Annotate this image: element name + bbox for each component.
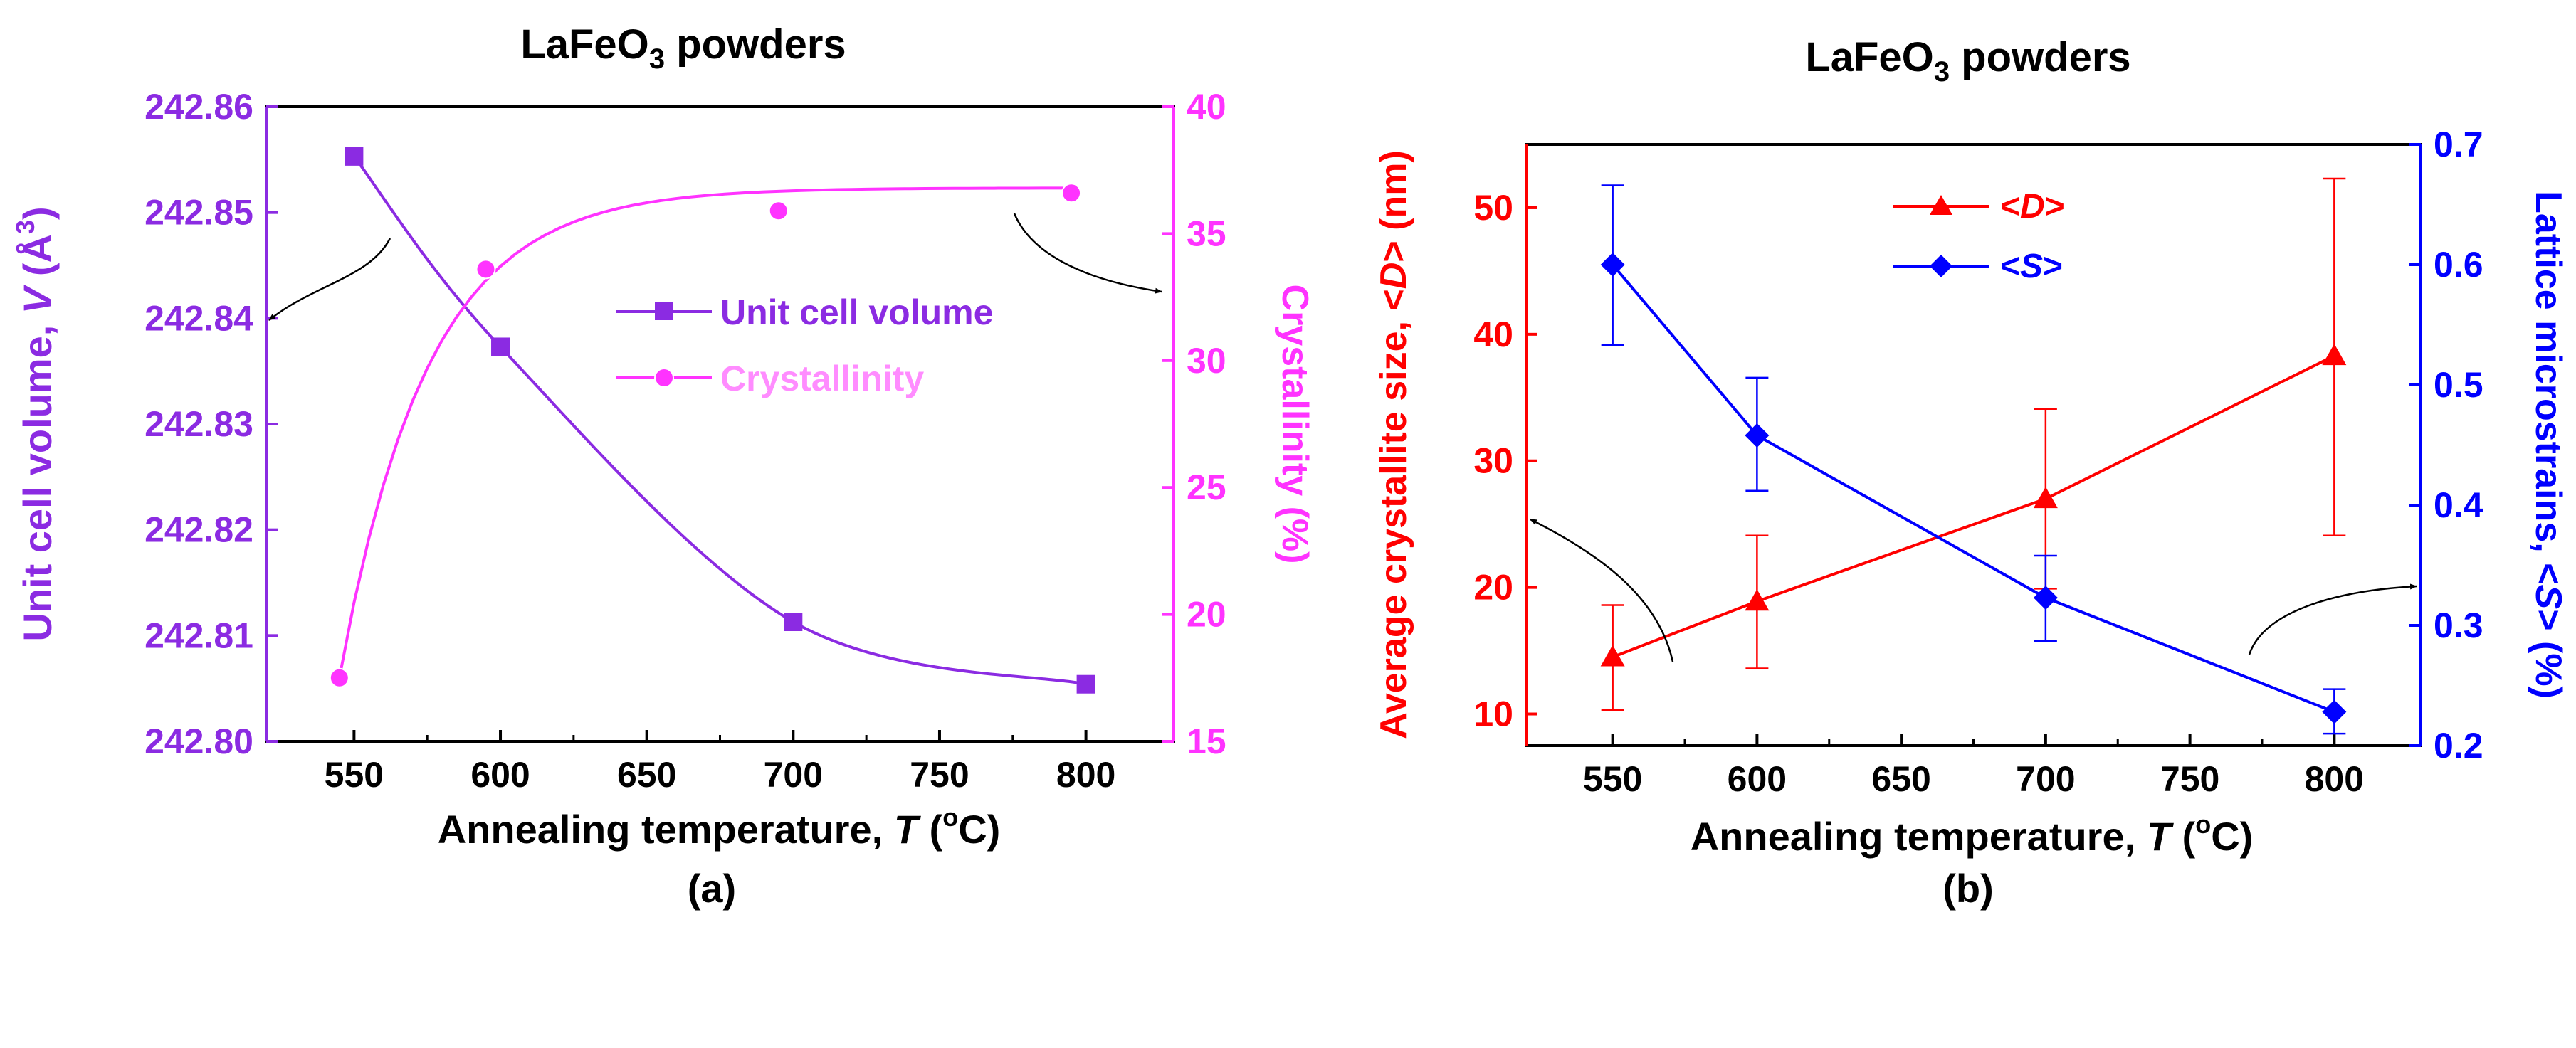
data-point-microstrain — [2033, 586, 2058, 610]
x-tick-label: 700 — [2016, 759, 2075, 799]
chart-b-y-axis-right-label: Lattice microstrains, <S> (%) — [2528, 191, 2569, 699]
y-left-tick-label: 10 — [1473, 694, 1513, 734]
chart-b-y-axis-right: 0.2 0.3 0.4 0.5 0.6 0.7 — [2409, 125, 2483, 766]
y-right-tick-label: 35 — [1187, 213, 1226, 253]
arrow-to-left-axis-a — [268, 238, 391, 321]
chart-b-y-axis-left: 10 20 30 40 50 — [1473, 144, 1537, 746]
x-tick-label: 650 — [1871, 759, 1930, 799]
y-right-tick-label: 15 — [1187, 721, 1226, 761]
chart-a-y-axis-left: 242.80 242.81 242.82 242.83 242.84 242.85 242.… — [144, 87, 278, 761]
y-right-tick-label: 30 — [1187, 341, 1226, 381]
y-left-tick-label: 242.86 — [144, 87, 253, 127]
arrow-to-left-axis-b — [1530, 518, 1674, 662]
x-tick-label: 600 — [470, 755, 530, 795]
data-point-crystallite-size — [2322, 344, 2347, 366]
data-point-crystallinity — [475, 259, 496, 280]
arrow-to-right-axis-b — [2248, 583, 2417, 655]
y-right-tick-label: 40 — [1187, 87, 1226, 127]
legend-label-size: <D> — [2000, 188, 2065, 226]
data-point-crystallite-size — [2033, 487, 2058, 509]
chart-b-x-axis-label: Annealing temperature, T (oC) — [1691, 810, 2254, 859]
y-left-tick-label: 30 — [1473, 441, 1513, 481]
chart-b-y-axis-left-label: Average crystallite size, <D> (nm) — [1373, 150, 1414, 739]
y-right-tick-label: 0.3 — [2434, 605, 2483, 645]
x-tick-label: 750 — [2160, 759, 2219, 799]
y-left-tick-label: 40 — [1473, 314, 1513, 354]
y-left-tick-label: 242.85 — [144, 193, 253, 233]
series-line-crystallinity — [337, 186, 1072, 679]
legend-marker-unit-cell-volume — [655, 302, 673, 320]
chart-b-legend: <D> <S> — [1893, 188, 2065, 285]
chart-b-plot-frame — [1525, 143, 2422, 747]
data-point-crystallite-size — [1745, 589, 1770, 611]
y-right-tick-label: 0.4 — [2434, 485, 2483, 525]
y-right-tick-label: 0.2 — [2434, 726, 2483, 766]
chart-a-y-axis-left-label: Unit cell volume, V (Å3) — [11, 206, 60, 641]
y-left-tick-label: 242.80 — [144, 721, 253, 761]
y-left-tick-label: 242.81 — [144, 615, 253, 655]
arrow-to-right-axis-a — [1013, 213, 1162, 294]
x-tick-label: 650 — [617, 755, 676, 795]
x-tick-label: 700 — [764, 755, 823, 795]
chart-b-x-axis: 550 600 650 700 750 800 — [1583, 734, 2364, 799]
data-point-unit-cell-volume — [1076, 674, 1095, 694]
data-point-unit-cell-volume — [491, 337, 510, 356]
data-point-unit-cell-volume — [345, 147, 364, 166]
data-point-crystallite-size — [1600, 645, 1625, 667]
data-point-crystallinity — [329, 667, 349, 688]
data-point-microstrain — [1600, 253, 1625, 277]
y-right-tick-label: 0.5 — [2434, 365, 2483, 405]
x-tick-label: 800 — [2305, 759, 2364, 799]
legend-label-unit-cell-volume: Unit cell volume — [720, 292, 993, 332]
legend-marker-crystallinity — [654, 368, 674, 388]
chart-a-panel-label: (a) — [688, 866, 736, 911]
legend-marker-strain — [1930, 255, 1952, 277]
data-point-crystallinity — [1061, 183, 1082, 203]
x-tick-label: 800 — [1056, 755, 1115, 795]
data-point-microstrain — [2322, 699, 2347, 724]
y-right-tick-label: 20 — [1187, 595, 1226, 635]
chart-a-title: LaFeO3 powders — [520, 21, 846, 75]
y-left-tick-label: 242.82 — [144, 510, 253, 550]
chart-a-legend: Unit cell volume Crystallinity — [616, 292, 993, 398]
chart-a-x-axis: 550 600 650 700 750 800 — [325, 730, 1115, 795]
chart-b-title: LaFeO3 powders — [1805, 34, 2130, 88]
chart-b-panel-label: (b) — [1942, 866, 1994, 911]
data-point-crystallinity — [768, 201, 789, 221]
chart-a-x-axis-label: Annealing temperature, T (oC) — [438, 803, 1001, 852]
x-tick-label: 750 — [910, 755, 969, 795]
legend-label-crystallinity: Crystallinity — [720, 359, 924, 398]
x-tick-label: 600 — [1728, 759, 1787, 799]
y-right-tick-label: 0.7 — [2434, 125, 2483, 164]
series-line-crystallite-size — [1612, 354, 2335, 659]
legend-label-strain: <S> — [2000, 248, 2063, 285]
y-left-tick-label: 242.84 — [144, 298, 253, 338]
series-line-microstrain — [1612, 263, 2335, 714]
series-line-unit-cell-volume — [352, 155, 1087, 686]
chart-a-y-axis-right: 15 20 25 30 35 40 — [1162, 87, 1226, 761]
y-right-tick-label: 0.6 — [2434, 245, 2483, 285]
data-point-microstrain — [1745, 423, 1770, 448]
x-tick-label: 550 — [325, 755, 384, 795]
y-left-tick-label: 20 — [1473, 568, 1513, 608]
chart-a-y-axis-right-label: Crystallinity (%) — [1274, 285, 1315, 564]
legend-marker-size — [1930, 195, 1952, 215]
data-point-unit-cell-volume — [784, 613, 803, 632]
y-left-tick-label: 50 — [1473, 188, 1513, 228]
y-right-tick-label: 25 — [1187, 467, 1226, 507]
y-left-tick-label: 242.83 — [144, 404, 253, 444]
chart-a: LaFeO3 powders 550 600 650 700 750 800 242.80… — [11, 21, 1315, 911]
chart-b: LaFeO3 powders 550 600 650 700 750 800 10 20 30… — [1373, 34, 2569, 911]
x-tick-label: 550 — [1583, 759, 1642, 799]
